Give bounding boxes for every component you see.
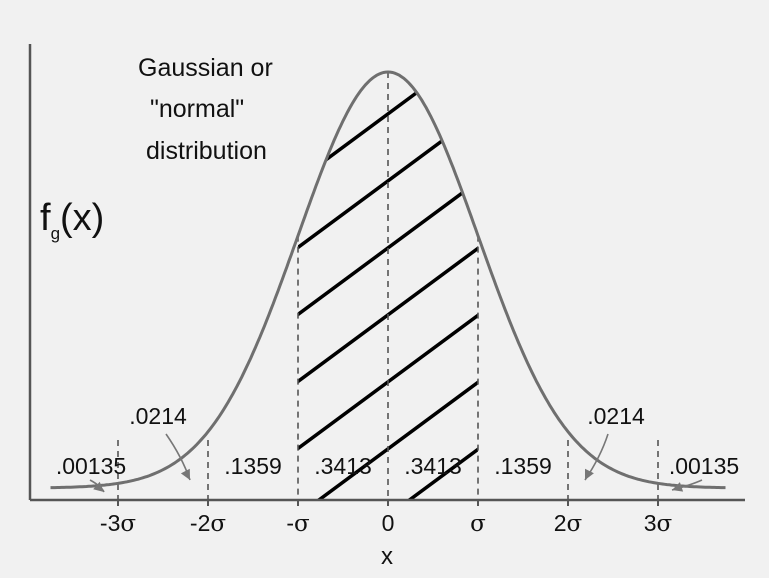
hatch-line [298, 216, 478, 500]
y-axis-label-main: f [40, 197, 51, 239]
region-area-label: .00135 [56, 453, 126, 479]
hatch-line [298, 72, 478, 403]
annotation-arrowhead [585, 468, 594, 480]
x-tick-labels: -3σ -2σ -σ 0 σ 2σ 3σ [100, 510, 673, 537]
chart-title-line-1: Gaussian or [138, 54, 273, 82]
x-tick-label: -2σ [190, 510, 226, 537]
gaussian-curve [50, 70, 726, 490]
x-tick-label: 2σ [554, 510, 583, 537]
hatch-line [298, 149, 478, 500]
chart-title-line-2: "normal" [150, 95, 244, 123]
annotation-arrowhead [93, 481, 104, 492]
dashed-sigma-lines [117, 72, 659, 500]
hatch-line [298, 72, 478, 470]
y-axis-label: fg(x) [40, 197, 104, 243]
region-area-label: .0214 [587, 403, 645, 429]
region-area-label: .1359 [494, 453, 552, 479]
region-area-label: .1359 [224, 453, 282, 479]
x-tick-label: 3σ [644, 510, 673, 537]
x-tick-label: -σ [286, 510, 310, 537]
region-area-labels: .0214.1359.3413.3413.1359.0214.00135.001… [56, 403, 739, 479]
hatch-line [298, 72, 478, 269]
region-area-label: .0214 [129, 403, 187, 429]
hatch-line [0, 553, 700, 578]
region-area-label: .3413 [314, 453, 372, 479]
annotation-arrows [89, 433, 703, 493]
annotation-arrowhead [672, 482, 684, 492]
annotation-arrowhead [180, 468, 190, 480]
hatch-line [298, 417, 478, 500]
chart-title-line-3: distribution [146, 137, 267, 165]
shaded-region-one-sigma [0, 72, 700, 578]
region-area-label: .00135 [669, 453, 739, 479]
hatch-line [298, 72, 478, 500]
hatch-line [298, 72, 478, 202]
x-axis-label: x [381, 543, 393, 570]
x-tick-label: 0 [382, 510, 395, 536]
x-tick-label: σ [470, 511, 486, 537]
y-axis-label-tail: (x) [60, 197, 104, 239]
region-area-label: .3413 [404, 453, 462, 479]
x-axis-ticks [117, 500, 659, 506]
hatch-line [298, 82, 478, 500]
x-tick-label: -3σ [100, 510, 136, 537]
hatch-line [298, 72, 478, 336]
y-axis-label-sub: g [51, 224, 60, 243]
